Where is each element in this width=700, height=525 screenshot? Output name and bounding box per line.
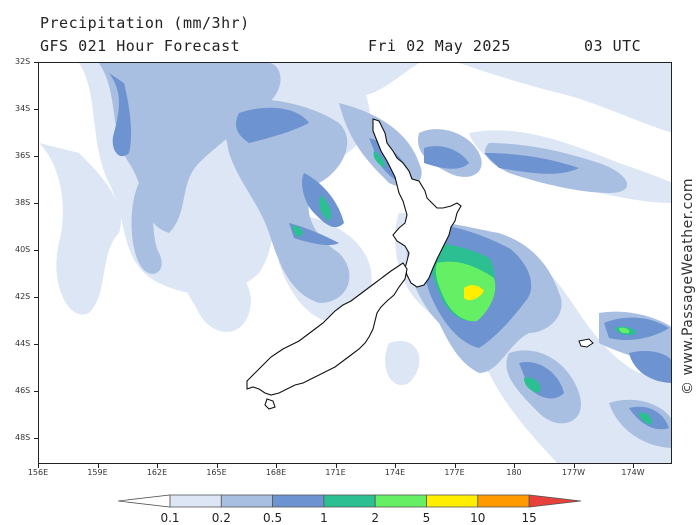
lon-tick-mark	[573, 464, 575, 468]
lat-tick-label: 44S	[15, 339, 31, 348]
lon-tick-label: 162E	[146, 468, 168, 477]
lon-tick-mark	[38, 464, 39, 468]
forecast-date: Fri 02 May 2025	[368, 37, 511, 55]
lon-tick-mark	[395, 464, 396, 468]
lat-tick-mark	[34, 297, 38, 298]
lon-tick-label: 156E	[27, 468, 49, 477]
lat-tick-mark	[34, 344, 38, 345]
lon-tick-mark	[335, 464, 337, 468]
legend-swatch	[272, 494, 325, 508]
legend-swatch	[477, 494, 530, 508]
lon-tick-label: 177W	[561, 468, 586, 477]
lon-tick-mark	[276, 464, 277, 468]
lon-tick-mark	[216, 464, 218, 468]
lon-tick-mark	[454, 464, 456, 468]
legend-label: 15	[521, 511, 537, 525]
lon-tick-label: 174E	[384, 468, 406, 477]
legend-swatch	[528, 494, 582, 508]
lon-tick-mark	[633, 464, 634, 468]
lat-tick-label: 40S	[15, 245, 31, 254]
precip-mid-layer	[109, 73, 671, 430]
lat-tick-label: 34S	[15, 104, 31, 113]
lon-tick-label: 171E	[325, 468, 346, 477]
legend-label: 0.2	[211, 511, 231, 525]
lon-tick-label: 165E	[206, 468, 227, 477]
south-island-outline	[246, 262, 408, 396]
legend-colorbar	[117, 494, 582, 508]
lat-tick-label: 42S	[15, 292, 31, 301]
chatham-islands	[578, 338, 594, 348]
legend-label: 1	[320, 511, 328, 525]
lat-tick-mark	[34, 438, 38, 439]
legend-swatch	[426, 494, 479, 508]
legend-swatch	[117, 494, 171, 508]
lat-tick-mark	[34, 62, 38, 63]
map-title: Precipitation (mm/3hr)	[40, 14, 250, 32]
lat-tick-label: 36S	[15, 151, 31, 160]
lon-tick-label: 159E	[87, 468, 108, 477]
lon-tick-label: 168E	[265, 468, 287, 477]
lon-tick-mark	[514, 464, 515, 468]
lat-tick-mark	[34, 109, 38, 110]
stewart-island-outline	[264, 398, 276, 410]
watermark-text: © www.PassageWeather.com	[680, 177, 696, 395]
lon-tick-label: 180	[506, 468, 522, 477]
lat-tick-label: 38S	[15, 198, 31, 207]
legend-swatch	[220, 494, 274, 508]
legend-label: 10	[470, 511, 486, 525]
map-canvas	[39, 63, 671, 463]
forecast-time: 03 UTC	[584, 37, 642, 55]
legend-label: 2	[371, 511, 380, 525]
precipitation-map	[38, 62, 672, 464]
lon-tick-mark	[157, 464, 158, 468]
lat-tick-mark	[34, 391, 38, 392]
north-island-outline	[372, 118, 462, 288]
legend-swatch	[323, 494, 376, 508]
lat-tick-label: 32S	[15, 57, 31, 66]
lat-tick-label: 48S	[15, 433, 31, 442]
legend-swatch	[374, 494, 427, 508]
lat-tick-label: 46S	[15, 386, 31, 395]
precip-legend	[117, 492, 582, 510]
lat-tick-mark	[34, 156, 38, 157]
lat-tick-mark	[34, 203, 38, 204]
legend-swatch	[169, 494, 222, 508]
coastline	[246, 118, 462, 410]
lon-tick-label: 174W	[621, 468, 645, 477]
legend-label: 0.1	[160, 511, 180, 525]
lon-tick-label: 177E	[444, 468, 465, 477]
legend-label: 5	[422, 511, 431, 525]
lon-tick-mark	[97, 464, 99, 468]
precip-yellow-layer	[464, 285, 484, 301]
legend-label: 0.5	[263, 511, 283, 525]
lat-tick-mark	[34, 250, 38, 251]
forecast-subtitle: GFS 021 Hour Forecast	[40, 37, 241, 55]
